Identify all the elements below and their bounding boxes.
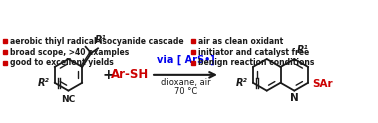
Text: R²: R²: [38, 78, 50, 88]
Text: good to excellent yields: good to excellent yields: [10, 58, 113, 68]
Text: SAr: SAr: [312, 79, 333, 89]
Text: dioxane, air: dioxane, air: [161, 78, 210, 87]
Text: air as clean oxidant: air as clean oxidant: [198, 37, 283, 46]
Text: R¹: R¹: [95, 35, 107, 45]
Text: R²: R²: [236, 78, 248, 88]
Text: N: N: [290, 93, 299, 103]
Text: via [ ArS•]: via [ ArS•]: [156, 55, 214, 65]
Text: aerobic thiyl radical-isocyanide cascade: aerobic thiyl radical-isocyanide cascade: [10, 37, 183, 46]
Text: +: +: [102, 68, 114, 82]
Text: R¹: R¹: [296, 45, 308, 55]
Text: Ar-SH: Ar-SH: [111, 68, 149, 81]
Text: benign reaction conditions: benign reaction conditions: [198, 58, 314, 68]
Text: NC: NC: [61, 95, 76, 104]
Text: broad scope, >40 examples: broad scope, >40 examples: [10, 48, 129, 57]
Text: initiator and catalyst free: initiator and catalyst free: [198, 48, 309, 57]
Text: 70 °C: 70 °C: [174, 87, 197, 96]
